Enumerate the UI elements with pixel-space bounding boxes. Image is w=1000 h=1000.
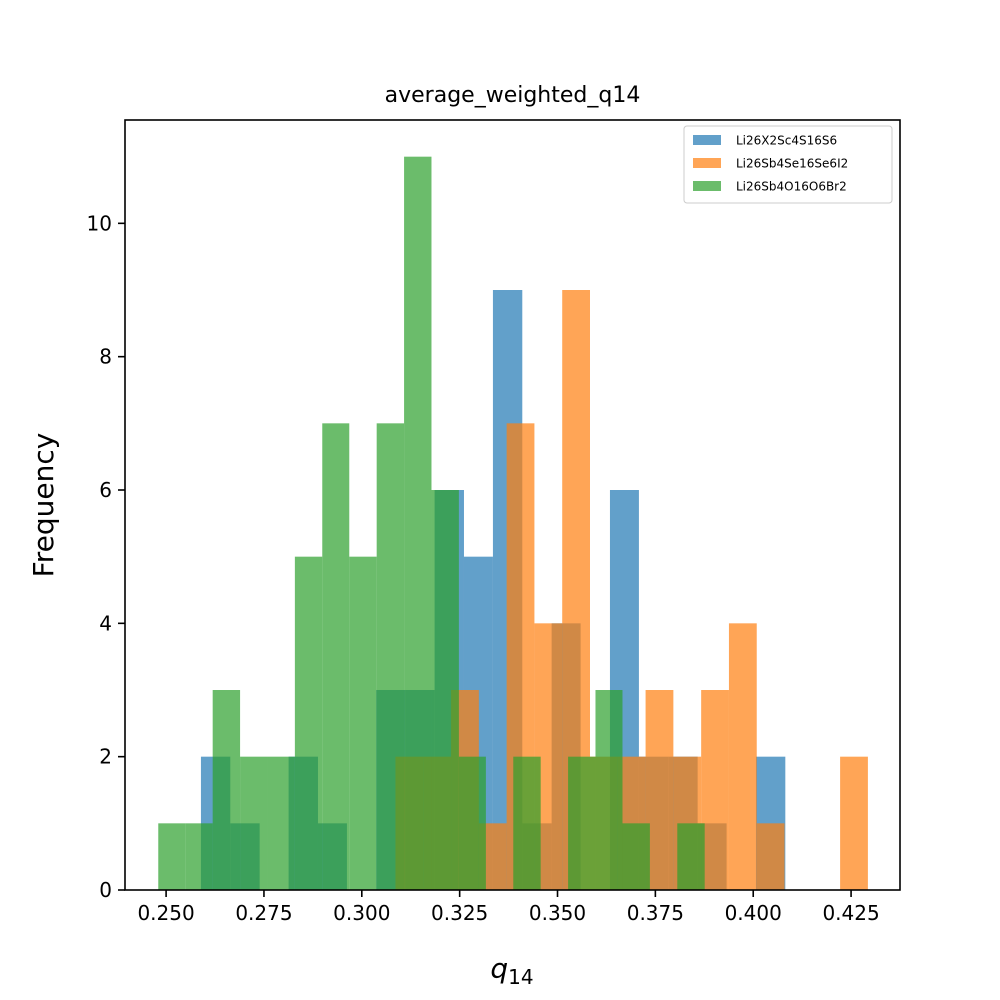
x-tick-label-2: 0.300 — [333, 901, 390, 925]
bar-series2-bin10 — [431, 490, 459, 890]
bar-series2-bin6 — [322, 423, 350, 890]
bar-series2-bin15 — [568, 756, 596, 890]
bar-series2-bin13 — [513, 756, 541, 890]
chart-title: average_weighted_q14 — [385, 83, 641, 108]
bar-series2-bin1 — [185, 823, 213, 890]
x-tick-label-0: 0.250 — [137, 901, 194, 925]
bars-layer — [158, 156, 868, 891]
legend-label-1: Li26Sb4Se16Se6I2 — [736, 157, 848, 171]
bar-series2-bin0 — [158, 823, 186, 890]
y-axis-ticks: 0 2 4 6 8 10 — [87, 211, 125, 902]
plot-frame — [124, 119, 901, 891]
y-tick-label-2: 4 — [99, 611, 112, 635]
x-tick-label-7: 0.425 — [822, 901, 879, 925]
x-tick-label-5: 0.375 — [627, 901, 684, 925]
x-axis-ticks: 0.250 0.275 0.300 0.325 0.350 0.375 0.400 0.425 — [137, 890, 880, 925]
bar-series2-bin7 — [349, 556, 377, 890]
bar-series2-bin5 — [294, 556, 323, 890]
bar-series1-bin11 — [701, 690, 729, 890]
y-tick-label-1: 2 — [99, 745, 112, 769]
x-axis-label-base: q — [490, 952, 508, 985]
bar-series2-bin8 — [376, 423, 405, 890]
legend-box — [683, 125, 893, 204]
y-tick-label-5: 10 — [87, 211, 112, 235]
x-tick-label-1: 0.275 — [235, 901, 292, 925]
y-axis-label: Frequency — [27, 433, 60, 578]
bar-series1-bin16 — [840, 756, 868, 890]
y-tick-label-0: 0 — [99, 878, 112, 902]
legend-swatch-2 — [693, 181, 721, 191]
x-axis-label-sub: 14 — [508, 965, 533, 989]
legend-swatch-1 — [693, 158, 721, 168]
bar-series2-bin11 — [458, 756, 486, 890]
bar-series1-bin13 — [756, 823, 785, 890]
legend-label-0: Li26X2Sc4S16S6 — [736, 134, 837, 148]
legend: Li26X2Sc4S16S6 Li26Sb4Se16Se6I2 Li26Sb4O… — [683, 125, 893, 204]
bar-series2-bin3 — [240, 756, 268, 890]
bar-series2-bin4 — [267, 756, 295, 890]
x-tick-label-6: 0.400 — [725, 901, 782, 925]
y-tick-label-3: 6 — [99, 478, 112, 502]
bar-series1-bin12 — [728, 623, 757, 890]
x-axis-label: q14 — [490, 952, 533, 989]
bar-series2-bin17 — [622, 823, 650, 890]
y-tick-label-4: 8 — [99, 345, 112, 369]
bar-series2-bin9 — [404, 156, 432, 891]
x-tick-label-3: 0.325 — [431, 901, 488, 925]
bar-series2-bin19 — [677, 823, 705, 890]
bar-series1-bin9 — [645, 690, 674, 890]
bar-series2-bin2 — [212, 690, 241, 890]
x-tick-label-4: 0.350 — [529, 901, 586, 925]
legend-label-2: Li26Sb4O16O6Br2 — [736, 180, 847, 194]
legend-swatch-0 — [693, 135, 721, 145]
bar-series2-bin16 — [595, 690, 623, 890]
